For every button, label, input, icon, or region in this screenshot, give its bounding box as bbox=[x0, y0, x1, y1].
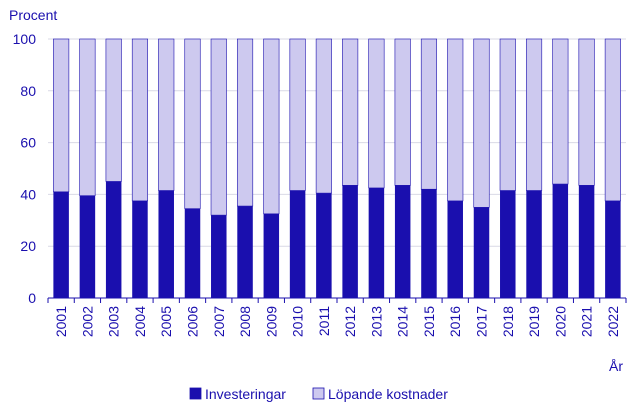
bar-segment bbox=[605, 200, 621, 298]
x-tick-label: 2009 bbox=[263, 306, 279, 337]
x-tick-label: 2014 bbox=[395, 306, 411, 337]
bar-segment bbox=[500, 190, 516, 298]
bar-segment bbox=[394, 38, 411, 186]
bar-segment bbox=[289, 190, 306, 298]
bar-segment bbox=[158, 190, 174, 298]
x-tick-label: 2011 bbox=[316, 306, 332, 336]
bar-segment bbox=[316, 193, 332, 298]
legend-swatch bbox=[312, 387, 325, 400]
bar-segment bbox=[263, 38, 280, 215]
y-tick-label: 60 bbox=[20, 135, 36, 151]
x-tick-label: 2022 bbox=[605, 306, 621, 337]
bar-segment bbox=[79, 195, 96, 298]
bar-segment bbox=[211, 215, 227, 298]
y-tick-label: 40 bbox=[20, 186, 36, 202]
x-tick-label: 2007 bbox=[211, 306, 227, 337]
legend-label: Investeringar bbox=[205, 386, 286, 402]
bar-segment bbox=[525, 38, 543, 191]
x-tick-label: 2013 bbox=[368, 306, 384, 337]
bar-segment bbox=[79, 38, 96, 196]
bar-segment bbox=[315, 38, 332, 194]
bar-segment bbox=[158, 38, 175, 191]
bar-segment bbox=[368, 38, 385, 189]
bar-segment bbox=[263, 213, 280, 298]
x-tick-label: 2020 bbox=[552, 306, 568, 337]
bars bbox=[53, 38, 621, 298]
bar-segment bbox=[289, 38, 306, 191]
bar-segment bbox=[131, 38, 149, 202]
bar-segment bbox=[342, 38, 359, 186]
x-tick-label: 2019 bbox=[526, 306, 542, 337]
y-axis-label: Procent bbox=[9, 7, 57, 23]
y-tick-label: 20 bbox=[20, 238, 36, 254]
bar-segment bbox=[421, 189, 437, 298]
bar-segment bbox=[420, 38, 438, 190]
x-tick-label: 2018 bbox=[500, 306, 516, 337]
bar-segment bbox=[236, 38, 254, 207]
x-tick-label: 2010 bbox=[290, 306, 306, 337]
bar-segment bbox=[473, 207, 490, 298]
bar-segment bbox=[604, 38, 621, 202]
bar-segment bbox=[552, 184, 569, 298]
bar-segment bbox=[105, 181, 122, 298]
bar-segment bbox=[105, 38, 122, 182]
bar-segment bbox=[447, 200, 463, 298]
bar-segment bbox=[578, 185, 595, 298]
bar-segment bbox=[210, 38, 227, 216]
x-tick-label: 2004 bbox=[132, 306, 148, 337]
y-tick-label: 0 bbox=[28, 290, 36, 306]
x-tick-label: 2005 bbox=[158, 306, 174, 337]
legend-swatch bbox=[189, 387, 202, 400]
legend: Investeringar Löpande kostnader bbox=[189, 386, 448, 402]
x-tick-label: 2001 bbox=[53, 306, 69, 337]
x-tick-label: 2012 bbox=[342, 306, 358, 337]
y-axis-ticks: 0 20 40 60 80 100 bbox=[13, 31, 37, 306]
bar-segment bbox=[368, 187, 385, 298]
x-tick-label: 2003 bbox=[106, 306, 122, 337]
bar-segment bbox=[184, 38, 201, 209]
legend-label: Löpande kostnader bbox=[328, 386, 448, 402]
x-tick-label: 2015 bbox=[421, 306, 437, 337]
y-tick-label: 80 bbox=[20, 83, 36, 99]
x-tick-label: 2016 bbox=[447, 306, 463, 337]
x-tick-label: 2021 bbox=[579, 306, 595, 337]
bar-segment bbox=[53, 38, 70, 193]
bar-segment bbox=[132, 200, 148, 298]
bar-segment bbox=[237, 206, 253, 298]
x-axis-ticks: 2001 2002 2003 2004 2005 2006 2007 2008 2009 2010… bbox=[47, 298, 627, 337]
bar-segment bbox=[342, 185, 358, 298]
bar-segment bbox=[552, 38, 569, 185]
bar-segment bbox=[526, 190, 542, 298]
bar-segment bbox=[184, 208, 201, 298]
bar-segment bbox=[394, 185, 411, 298]
x-tick-label: 2008 bbox=[237, 306, 253, 337]
bar-segment bbox=[578, 38, 595, 186]
x-tick-label: 2017 bbox=[474, 306, 490, 337]
bar-segment bbox=[499, 38, 516, 191]
bar-segment bbox=[473, 38, 490, 208]
y-tick-label: 100 bbox=[13, 31, 37, 47]
x-axis-label: År bbox=[609, 358, 623, 374]
bar-segment bbox=[53, 191, 69, 298]
bar-segment bbox=[447, 38, 464, 202]
x-tick-label: 2002 bbox=[79, 306, 95, 337]
x-tick-label: 2006 bbox=[185, 306, 201, 337]
